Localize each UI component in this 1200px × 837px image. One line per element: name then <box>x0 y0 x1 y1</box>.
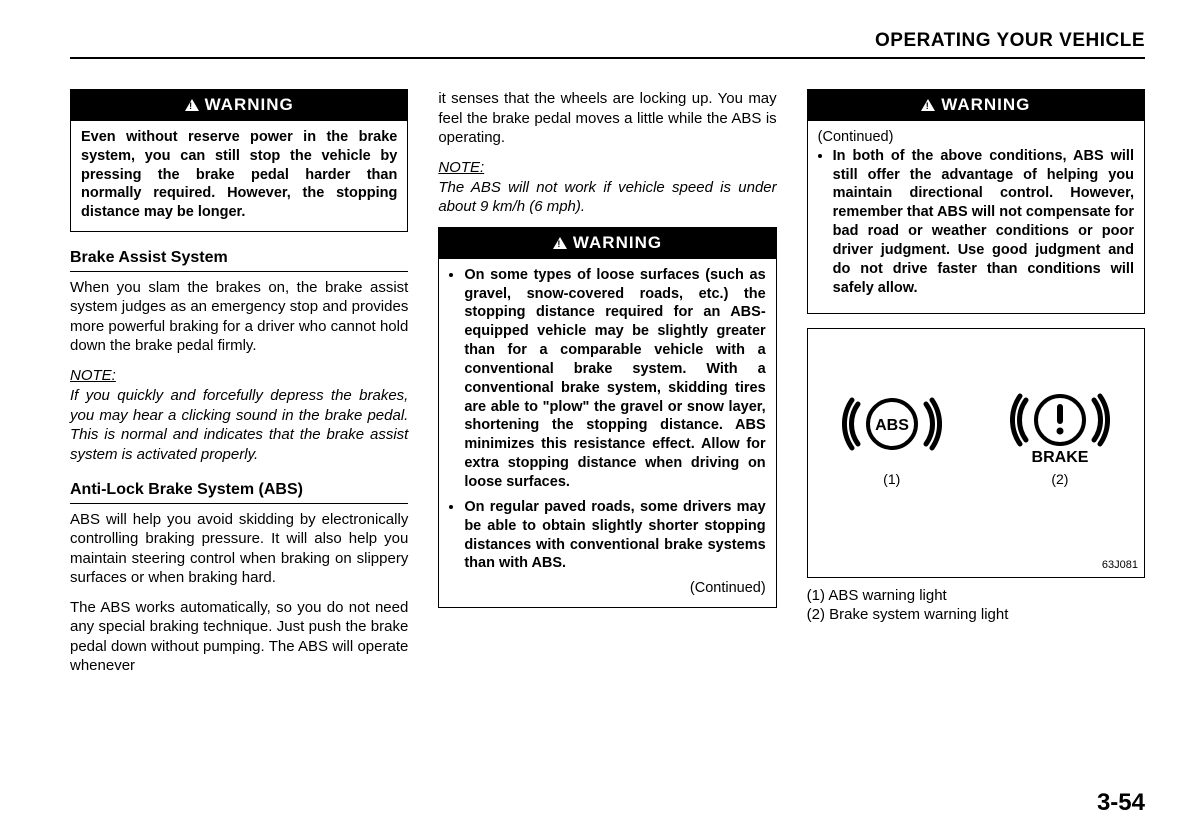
warning-header: WARNING <box>439 228 775 259</box>
column-1: WARNING Even without reserve power in th… <box>70 89 408 686</box>
legend-line-1: (1) ABS warning light <box>807 586 1145 606</box>
note-body-2: The ABS will not work if vehicle speed i… <box>438 178 776 217</box>
warning-body: On some types of loose surfaces (such as… <box>439 259 775 607</box>
warning-triangle-icon <box>185 99 199 111</box>
warning-box-2: WARNING On some types of loose surfaces … <box>438 227 776 608</box>
continued-top: (Continued) <box>818 128 1134 147</box>
figure-legend: (1) ABS warning light (2) Brake system w… <box>807 586 1145 625</box>
page-header: OPERATING YOUR VEHICLE <box>70 30 1145 59</box>
col2-top-para: it senses that the wheels are locking up… <box>438 89 776 148</box>
warning-bullet-1: On some types of loose surfaces (such as… <box>464 266 765 492</box>
warning-label: WARNING <box>941 94 1030 117</box>
warning-bullet-2: On regular paved roads, some drivers may… <box>464 498 765 573</box>
warning-header: WARNING <box>71 90 407 121</box>
warning-label: WARNING <box>573 232 662 255</box>
legend-line-2: (2) Brake system warning light <box>807 605 1145 625</box>
figure-box: ABS (1) BRAKE (2) <box>807 328 1145 578</box>
note-label: NOTE: <box>70 366 408 386</box>
abs-heading: Anti-Lock Brake System (ABS) <box>70 479 408 504</box>
note-body: If you quickly and forcefully depress th… <box>70 386 408 464</box>
fig-label-1: (1) <box>842 470 942 489</box>
warning-body: Even without reserve power in the brake … <box>71 121 407 231</box>
brake-icon-col: BRAKE (2) <box>1010 384 1110 489</box>
column-3: WARNING (Continued) In both of the above… <box>807 89 1145 686</box>
warning-triangle-icon <box>553 237 567 249</box>
brake-assist-para: When you slam the brakes on, the brake a… <box>70 278 408 356</box>
warning-header: WARNING <box>808 90 1144 121</box>
warning-box-1: WARNING Even without reserve power in th… <box>70 89 408 232</box>
abs-para-2: The ABS works automatically, so you do n… <box>70 598 408 676</box>
fig-label-2: (2) <box>1010 470 1110 489</box>
svg-text:BRAKE: BRAKE <box>1031 449 1088 464</box>
warning-box-3: WARNING (Continued) In both of the above… <box>807 89 1145 314</box>
abs-icon-col: ABS (1) <box>842 384 942 489</box>
warning-triangle-icon <box>921 99 935 111</box>
content-columns: WARNING Even without reserve power in th… <box>70 89 1145 686</box>
brake-warning-icon: BRAKE <box>1010 384 1110 464</box>
abs-para-1: ABS will help you avoid skidding by elec… <box>70 510 408 588</box>
column-2: it senses that the wheels are locking up… <box>438 89 776 686</box>
note-label-2: NOTE: <box>438 158 776 178</box>
figure-code: 63J081 <box>1102 558 1138 573</box>
warning-label: WARNING <box>205 94 294 117</box>
brake-assist-heading: Brake Assist System <box>70 247 408 272</box>
warning-body: (Continued) In both of the above conditi… <box>808 121 1144 313</box>
continued-label: (Continued) <box>449 579 765 598</box>
page-number: 3-54 <box>1097 789 1145 817</box>
svg-text:ABS: ABS <box>875 417 909 434</box>
abs-warning-icon: ABS <box>842 384 942 464</box>
warning-bullet: In both of the above conditions, ABS wil… <box>833 147 1134 298</box>
